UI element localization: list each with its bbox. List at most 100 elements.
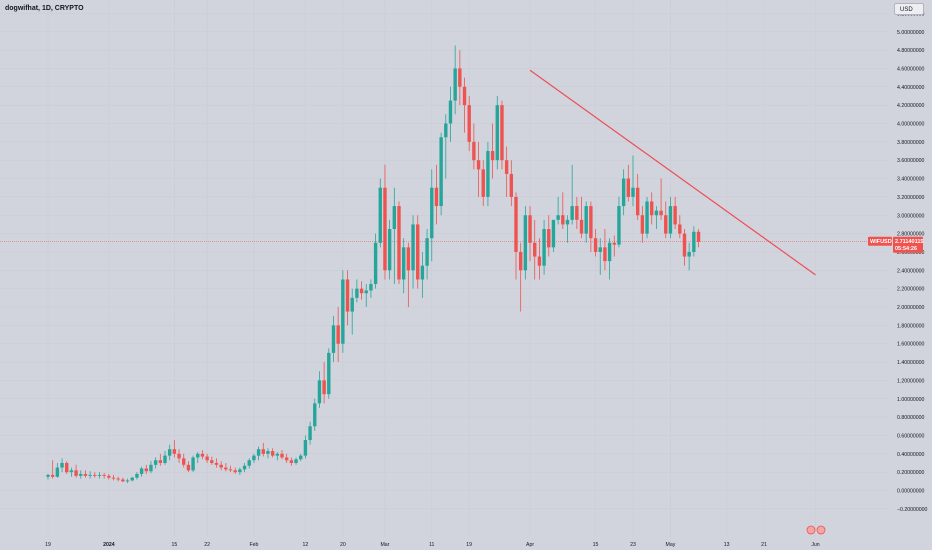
candle-body [430,187,434,239]
candle-body [486,151,490,197]
x-tick-label: 11 [429,542,434,548]
candle-body [107,475,111,478]
symbol-header: dogwifhat, 1D, CRYPTO [5,5,84,12]
y-tick-label: 4.40000000 [897,85,925,91]
candle-body [200,453,205,457]
candle-body [299,455,303,460]
y-tick-label: 1.40000000 [897,360,925,366]
candle-body [626,178,631,197]
candle-body [158,460,163,463]
candle-body [336,325,340,344]
y-tick-label: 2.40000000 [897,268,925,274]
candle-body [219,464,223,468]
candle-body [46,474,50,477]
candle-body [172,449,177,454]
candle-body [617,206,621,245]
candle-body [673,206,677,225]
candle-body [186,464,191,471]
candle-body [224,467,228,470]
candle-body [406,247,411,271]
x-tick-label: Apr [526,542,534,548]
candle-body [167,449,172,456]
candle-body [102,474,106,476]
candle-body [50,474,55,477]
candle-body [420,265,425,280]
candle-body [523,215,528,271]
candle-body [533,242,537,257]
bottom-icons[interactable] [806,525,826,535]
candle-body [280,453,284,458]
candle-body [153,460,158,465]
candle-body [621,178,626,207]
candle-body [313,403,317,427]
x-tick-label: 19 [466,542,472,548]
currency-button[interactable]: USD [894,3,924,15]
candle-body [514,196,518,252]
y-tick-label: 4.60000000 [897,66,925,72]
candle-body [359,288,364,294]
ticker-box [868,236,892,246]
candle-body [495,105,499,161]
candle-body [631,187,635,197]
candle-body [266,451,270,454]
candle-body [696,231,701,242]
candle-body [598,247,602,252]
candle-body [65,462,69,473]
candle-body [294,459,298,463]
price-box [893,236,923,253]
candle-body [182,458,186,465]
y-tick-label: 2.00000000 [897,305,925,311]
candle-body [542,229,546,266]
candle-body [125,480,130,482]
candle-body [528,215,532,243]
candle-body [682,233,687,257]
candle-body [214,462,219,465]
candle-body [664,215,668,234]
candle-body [654,210,659,216]
candle-body [575,206,579,220]
y-tick-label: 4.20000000 [897,103,925,109]
trendline[interactable] [529,69,816,276]
candle-body [635,187,640,216]
y-tick-label: 2.20000000 [897,287,925,293]
y-tick-label: 2.60000000 [897,250,925,256]
candle-body [476,160,481,170]
candle-body [500,105,504,161]
candle-body [561,215,565,225]
x-tick-label: Mar [380,542,389,548]
y-axis: 5.200000005.000000004.800000004.60000000… [897,11,928,512]
candle-body [692,231,696,252]
candle-body [79,473,83,476]
y-tick-label: 1.60000000 [897,342,925,348]
price-label: WIFUSD 2.71140115 05:54:26 [868,236,923,253]
candle-body [111,477,116,479]
candle-body [303,440,308,456]
x-tick-label: 23 [630,542,636,548]
candle-body [481,169,485,197]
candle-body [369,284,373,291]
candle-body [130,477,134,481]
candle-body [467,105,471,142]
candle-body [308,426,312,441]
y-tick-label: 1.80000000 [897,323,925,329]
x-tick-label: Jun [811,542,819,548]
candle-body [584,206,588,234]
y-tick-label: 1.00000000 [897,397,925,403]
candle-body [83,473,88,476]
candle-body [97,474,102,476]
candle-body [518,251,523,271]
candle-body [537,256,542,266]
candle-body [668,206,673,234]
candle-body [242,465,247,470]
y-tick-label: 3.40000000 [897,177,925,183]
candle-body [453,68,457,101]
candle-body [439,137,443,207]
candle-body [256,449,261,456]
y-tick-label: 0.00000000 [897,489,925,495]
candle-body [551,219,556,248]
candle-body [603,247,607,262]
x-tick-label: 15 [171,542,177,548]
candle-body [509,173,514,197]
candle-body [678,224,682,234]
